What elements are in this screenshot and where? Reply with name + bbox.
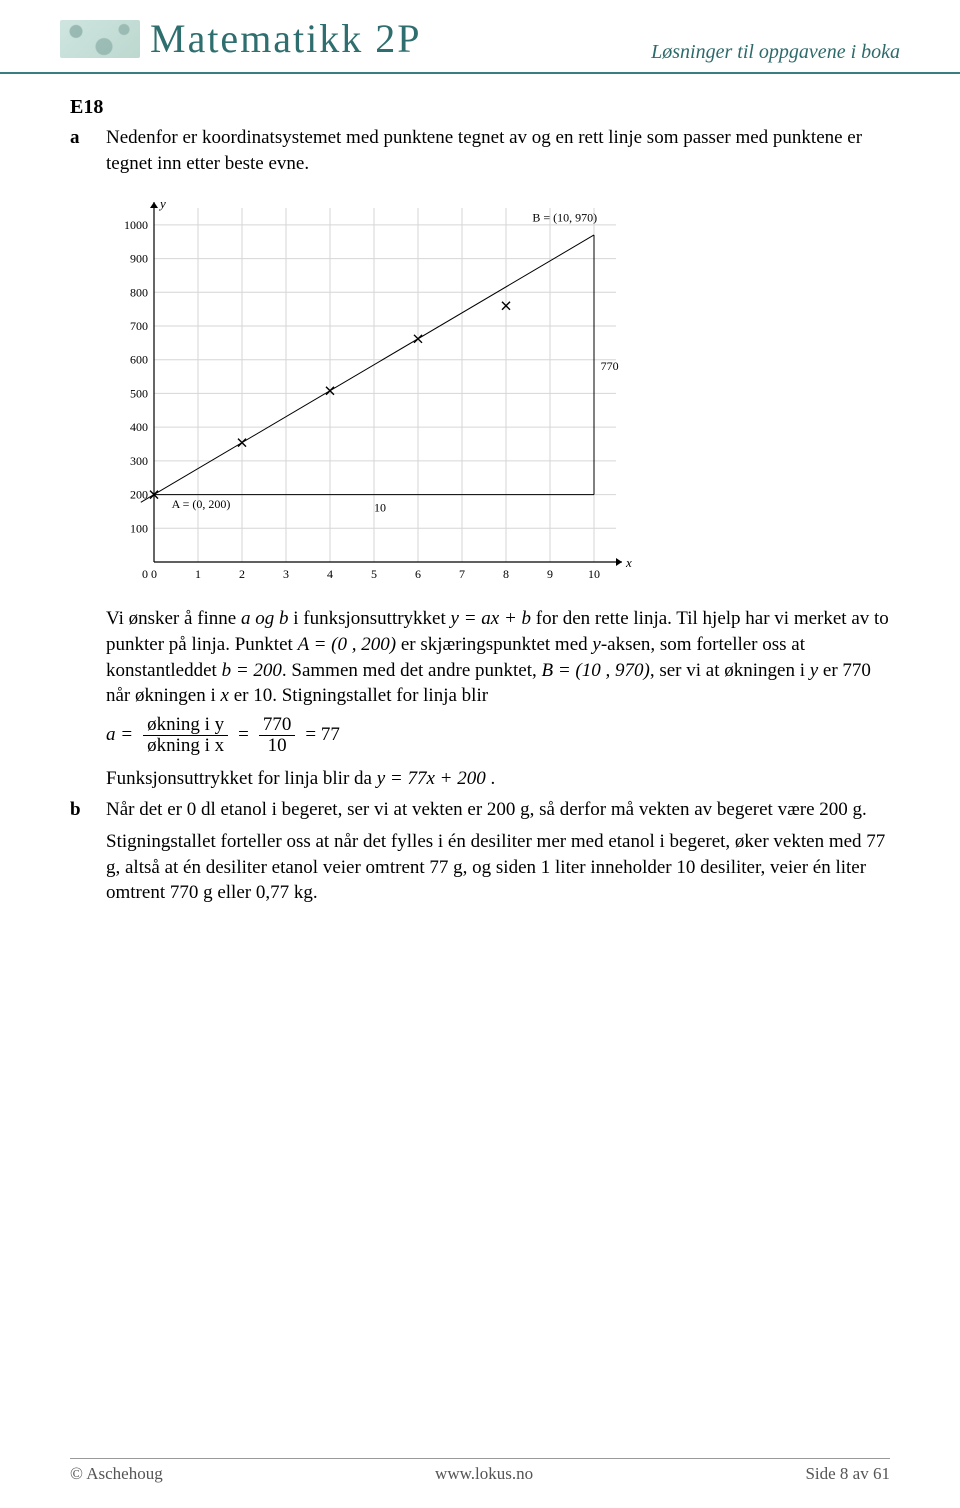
- svg-text:300: 300: [130, 454, 148, 468]
- coordinate-chart: 0123456789101002003004005006007008009001…: [106, 192, 890, 592]
- den: økning i x: [143, 736, 228, 756]
- t: x: [221, 685, 229, 706]
- para1: Vi ønsker å finne a og b i funksjonsuttr…: [106, 606, 890, 709]
- svg-text:700: 700: [130, 319, 148, 333]
- eq: = 77: [305, 722, 339, 748]
- num: 770: [259, 715, 296, 736]
- footer-right: Side 8 av 61: [805, 1463, 890, 1486]
- footer-left: © Aschehoug: [70, 1463, 163, 1486]
- den: 10: [259, 736, 296, 756]
- eq: =: [238, 722, 249, 748]
- t: .: [486, 768, 496, 789]
- slope-frac2: 770 10: [259, 715, 296, 756]
- svg-text:9: 9: [547, 567, 553, 581]
- part-a-body: Nedenfor er koordinatsystemet med punkte…: [106, 125, 890, 182]
- svg-text:y: y: [158, 196, 166, 211]
- book-subtitle: Løsninger til oppgavene i boka: [651, 39, 900, 66]
- part-b: b Når det er 0 dl etanol i begeret, ser …: [70, 797, 890, 912]
- part-b-p1: Når det er 0 dl etanol i begeret, ser vi…: [106, 797, 890, 823]
- svg-text:A = (0, 200): A = (0, 200): [172, 497, 231, 511]
- svg-text:4: 4: [327, 567, 333, 581]
- t: y: [592, 634, 600, 655]
- logo-graphic: [60, 20, 140, 58]
- num: økning i y: [143, 715, 228, 736]
- part-a-label: a: [70, 125, 88, 151]
- para2: Funksjonsuttrykket for linja blir da y =…: [106, 766, 890, 792]
- eq: A = (0 , 200): [298, 634, 397, 655]
- page-header: Matematikk 2P Løsninger til oppgavene i …: [0, 0, 960, 74]
- t: Vi ønsker å finne: [106, 608, 241, 629]
- header-left: Matematikk 2P: [60, 12, 422, 66]
- svg-text:6: 6: [415, 567, 421, 581]
- svg-text:10: 10: [374, 501, 386, 515]
- svg-text:0: 0: [142, 567, 148, 581]
- part-b-p2: Stigningstallet forteller oss at når det…: [106, 829, 890, 906]
- eq: y = 77x + 200: [377, 768, 486, 789]
- t: a og b: [241, 608, 289, 629]
- page-content: E18 a Nedenfor er koordinatsystemet med …: [0, 74, 960, 912]
- eq: y = ax + b: [451, 608, 532, 629]
- svg-text:900: 900: [130, 252, 148, 266]
- svg-text:10: 10: [588, 567, 600, 581]
- page-footer: © Aschehoug www.lokus.no Side 8 av 61: [70, 1458, 890, 1486]
- svg-text:2: 2: [239, 567, 245, 581]
- svg-text:400: 400: [130, 420, 148, 434]
- part-a-intro: Nedenfor er koordinatsystemet med punkte…: [106, 125, 890, 176]
- t: Funksjonsuttrykket for linja blir da: [106, 768, 377, 789]
- t: er skjæringspunktet med: [396, 634, 592, 655]
- svg-text:0: 0: [151, 567, 157, 581]
- t: , ser vi at økningen i: [650, 660, 810, 681]
- eq: B = (10 , 970): [542, 660, 650, 681]
- t: y: [810, 660, 818, 681]
- svg-text:100: 100: [130, 522, 148, 536]
- slope-frac1: økning i y økning i x: [143, 715, 228, 756]
- t: i funksjonsuttrykket: [289, 608, 451, 629]
- svg-text:500: 500: [130, 387, 148, 401]
- slope-equation: a = økning i y økning i x = 770 10 = 77: [106, 715, 890, 756]
- svg-text:5: 5: [371, 567, 377, 581]
- footer-center: www.lokus.no: [435, 1463, 533, 1486]
- part-a: a Nedenfor er koordinatsystemet med punk…: [70, 125, 890, 182]
- svg-text:1: 1: [195, 567, 201, 581]
- svg-text:3: 3: [283, 567, 289, 581]
- svg-text:770: 770: [601, 359, 619, 373]
- svg-text:800: 800: [130, 286, 148, 300]
- slope-lhs: a =: [106, 722, 133, 748]
- part-b-label: b: [70, 797, 88, 823]
- svg-text:x: x: [625, 555, 632, 570]
- t: . Sammen med det andre punktet,: [282, 660, 542, 681]
- eq: b = 200: [222, 660, 282, 681]
- svg-text:B = (10, 970): B = (10, 970): [532, 211, 597, 225]
- svg-text:1000: 1000: [124, 218, 148, 232]
- chart-svg: 0123456789101002003004005006007008009001…: [106, 192, 636, 592]
- book-title: Matematikk 2P: [150, 12, 422, 66]
- svg-text:7: 7: [459, 567, 465, 581]
- svg-text:8: 8: [503, 567, 509, 581]
- part-b-body: Når det er 0 dl etanol i begeret, ser vi…: [106, 797, 890, 912]
- part-a-explanation: Vi ønsker å finne a og b i funksjonsuttr…: [106, 606, 890, 791]
- svg-text:600: 600: [130, 353, 148, 367]
- problem-id: E18: [70, 94, 890, 121]
- t: er 10. Stigningstallet for linja blir: [229, 685, 488, 706]
